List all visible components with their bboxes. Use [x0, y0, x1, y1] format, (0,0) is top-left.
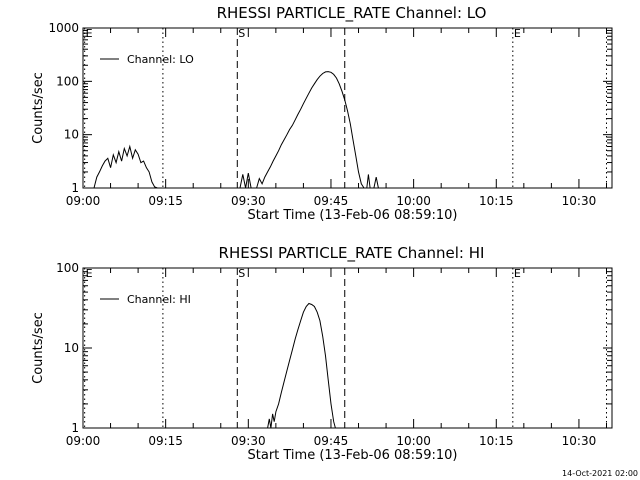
x-tick-label-lo: 09:00	[66, 194, 101, 208]
series-line-lo	[373, 176, 379, 189]
x-tick-label-hi: 10:15	[479, 434, 514, 448]
y-axis-label-lo: Counts/sec	[31, 72, 46, 144]
y-tick-label-hi: 100	[56, 261, 79, 275]
marker-label-lo: E	[86, 27, 93, 40]
x-tick-label-lo: 10:15	[479, 194, 514, 208]
x-tick-label-hi: 09:30	[231, 434, 266, 448]
y-tick-label-lo: 1000	[48, 21, 79, 35]
x-tick-label-lo: 09:30	[231, 194, 266, 208]
y-axis-label-hi: Counts/sec	[31, 312, 46, 384]
x-tick-label-hi: 10:30	[562, 434, 597, 448]
plot-frame-lo	[82, 27, 613, 189]
footer-timestamp: 14-Oct-2021 02:00	[562, 469, 638, 478]
marker-label-hi: E	[86, 267, 93, 280]
series-line-lo	[256, 71, 365, 189]
y-tick-label-lo: 100	[56, 74, 79, 88]
x-tick-label-hi: 09:45	[314, 434, 349, 448]
series-line-lo	[239, 173, 252, 189]
chart-title-lo: RHESSI PARTICLE_RATE Channel: LO	[217, 4, 487, 23]
series-line-lo	[93, 144, 158, 189]
y-tick-label-lo: 1	[71, 181, 79, 195]
series-line-hi	[267, 302, 336, 429]
x-axis-label-hi: Start Time (13-Feb-06 08:59:10)	[248, 448, 458, 463]
chart-title-hi: RHESSI PARTICLE_RATE Channel: HI	[219, 244, 485, 263]
x-tick-label-lo: 09:45	[314, 194, 349, 208]
x-tick-label-lo: 10:30	[562, 194, 597, 208]
y-tick-label-hi: 1	[71, 421, 79, 435]
x-tick-label-hi: 10:00	[396, 434, 431, 448]
y-tick-label-lo: 10	[64, 128, 79, 142]
marker-label-lo: S	[238, 27, 245, 40]
x-tick-label-hi: 09:15	[148, 434, 183, 448]
x-axis-label-lo: Start Time (13-Feb-06 08:59:10)	[248, 208, 458, 223]
marker-label-hi: E	[514, 267, 521, 280]
x-tick-label-lo: 09:15	[148, 194, 183, 208]
series-line-lo	[366, 174, 371, 189]
x-tick-label-lo: 10:00	[396, 194, 431, 208]
legend-label-lo: Channel: LO	[127, 53, 194, 66]
panel-lo: RHESSI PARTICLE_RATE Channel: LO 09:00 09:…	[31, 4, 613, 223]
plot-frame-hi	[82, 267, 613, 429]
y-tick-label-hi: 10	[64, 341, 79, 355]
panel-hi: RHESSI PARTICLE_RATE Channel: HI 09:00 09:…	[31, 244, 613, 463]
x-tick-label-hi: 09:00	[66, 434, 101, 448]
marker-label-hi: S	[238, 267, 245, 280]
legend-label-hi: Channel: HI	[127, 293, 191, 306]
marker-label-lo: E	[514, 27, 521, 40]
